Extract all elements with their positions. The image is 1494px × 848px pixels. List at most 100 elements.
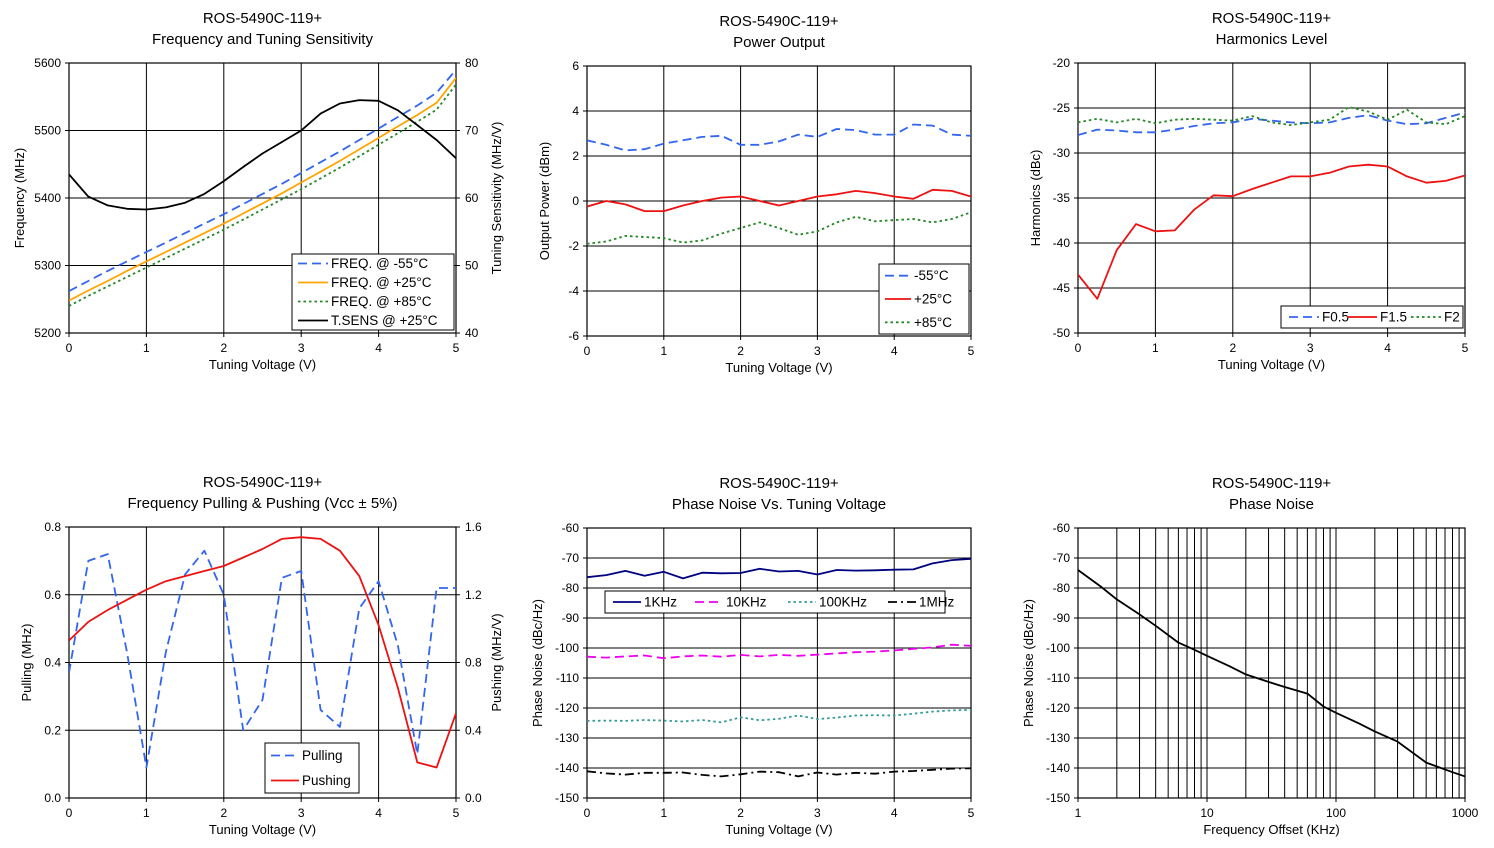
chart-subtitle: Harmonics Level	[1216, 31, 1328, 48]
x-tick-label: 2	[737, 344, 744, 358]
legend-entry: FREQ. @ -55°C	[331, 256, 428, 271]
x-tick-label: 5	[1462, 341, 1469, 355]
series-line-100khz	[587, 708, 971, 724]
legend-entry: FREQ. @ +25°C	[331, 275, 432, 290]
x-tick-label: 0	[66, 341, 73, 355]
y-tick-label: -120	[1046, 701, 1070, 715]
x-tick-label: 3	[298, 806, 305, 820]
y-tick-label: 0.8	[44, 520, 61, 534]
legend-box	[291, 253, 455, 331]
series-line-1khz	[587, 558, 971, 580]
y-axis-label: Frequency (MHz)	[12, 148, 27, 248]
chart-1: ROS-5490C-119+ Frequency and Tuning Sensi…	[12, 10, 504, 372]
chart-title: ROS-5490C-119+	[203, 10, 323, 27]
gridlines	[1077, 527, 1465, 799]
y2-tick-label: 0.4	[465, 723, 482, 737]
y-tick-label: 6	[572, 59, 579, 73]
chart-2: ROS-5490C-119+ Power Output 0 1 2 3 4 5 -6 -4 -2 0 2…	[537, 13, 975, 375]
y2-tick-label: 50	[465, 259, 479, 273]
y-tick-label: -6	[568, 329, 579, 343]
y-tick-label: -25	[1053, 101, 1071, 115]
y-axis-label: Phase Noise (dBc/Hz)	[530, 599, 545, 727]
y2-tick-label: 80	[465, 56, 479, 70]
x-tick-label: 1	[143, 806, 150, 820]
series-line--85-c	[587, 211, 971, 245]
x-tick-label: 10	[1200, 806, 1214, 820]
series-group	[1078, 106, 1465, 300]
x-tick-label: 5	[968, 806, 975, 820]
x-tick-label: 4	[375, 806, 382, 820]
x-tick-label: 100	[1326, 806, 1346, 820]
y-axis-label: Phase Noise (dBc/Hz)	[1021, 599, 1036, 727]
legend-entry: 1KHz	[644, 595, 677, 610]
x-tick-label: 0	[66, 806, 73, 820]
x-tick-label: 3	[1307, 341, 1314, 355]
series-line-10khz	[587, 643, 971, 660]
series-group	[587, 558, 971, 778]
legend-entry: 10KHz	[726, 595, 767, 610]
x-tick-label: 4	[891, 806, 898, 820]
series-group	[1078, 569, 1465, 778]
legend-box	[604, 590, 946, 614]
x-tick-label: 0	[584, 344, 591, 358]
legend-entry: Pushing	[302, 773, 351, 788]
series-line-pushing	[69, 536, 456, 769]
y-tick-label: -60	[1053, 521, 1071, 535]
y2-axis-label: Pushing (MHz/V)	[489, 613, 504, 711]
y-tick-label: -30	[1053, 146, 1071, 160]
y-tick-label: 5300	[34, 259, 61, 273]
y2-tick-label: 40	[465, 326, 479, 340]
chart-subtitle: Phase Noise	[1229, 496, 1314, 513]
x-tick-label: 3	[814, 806, 821, 820]
y-tick-label: 0.6	[44, 588, 61, 602]
x-tick-label: 2	[1229, 341, 1236, 355]
chart-4: ROS-5490C-119+ Frequency Pulling & Pushin…	[19, 474, 504, 837]
y-axis-label: Output Power (dBm)	[537, 142, 552, 261]
series-group	[587, 123, 971, 245]
series-group	[69, 536, 456, 769]
chart-subtitle: Phase Noise Vs. Tuning Voltage	[672, 496, 886, 513]
series-line-1mhz	[587, 767, 971, 778]
y-tick-label: -120	[555, 701, 579, 715]
y-tick-label: -20	[1053, 56, 1071, 70]
y2-tick-label: 1.2	[465, 588, 482, 602]
x-tick-label: 5	[968, 344, 975, 358]
y-tick-label: -35	[1053, 191, 1071, 205]
series-line--55-c	[587, 123, 971, 152]
x-tick-label: 5	[453, 341, 460, 355]
y-tick-label: 5400	[34, 191, 61, 205]
legend: -55°C +25°C +85°C	[878, 263, 970, 335]
plot-frame	[1077, 527, 1466, 799]
legend-box	[264, 742, 360, 794]
y-tick-label: 5200	[34, 326, 61, 340]
y-tick-label: -50	[1053, 326, 1071, 340]
y-tick-label: 0.0	[44, 791, 61, 805]
chart-title: ROS-5490C-119+	[203, 474, 323, 491]
legend-entry: +25°C	[914, 292, 952, 307]
x-axis-label: Tuning Voltage (V)	[1218, 357, 1325, 372]
legend-entry: FREQ. @ +85°C	[331, 294, 432, 309]
x-tick-label: 1	[1152, 341, 1159, 355]
x-axis-label: Frequency Offset (KHz)	[1203, 822, 1339, 837]
x-tick-label: 0	[1075, 341, 1082, 355]
y-tick-label: -70	[562, 551, 580, 565]
legend: FREQ. @ -55°C FREQ. @ +25°C FREQ. @ +85°C T…	[291, 253, 455, 331]
y-tick-label: 0	[572, 194, 579, 208]
chart-subtitle: Power Output	[733, 34, 826, 51]
x-tick-label: 1	[660, 806, 667, 820]
legend: 1KHz 10KHz 100KHz 1MHz	[604, 590, 955, 614]
x-tick-label: 4	[1384, 341, 1391, 355]
y2-tick-label: 1.6	[465, 520, 482, 534]
plot-area	[587, 528, 971, 798]
legend-entry: F0.5	[1322, 310, 1349, 325]
legend-entry: Pulling	[302, 748, 343, 763]
chart-title: ROS-5490C-119+	[719, 13, 839, 30]
legend: F0.5 F1.5 F2	[1280, 305, 1464, 329]
series-line-freq-25-c	[69, 77, 456, 302]
y-tick-label: -90	[562, 611, 580, 625]
y-tick-label: 0.2	[44, 723, 61, 737]
y-tick-label: 4	[572, 104, 579, 118]
y-tick-label: -80	[562, 581, 580, 595]
y-tick-label: -140	[1046, 761, 1070, 775]
